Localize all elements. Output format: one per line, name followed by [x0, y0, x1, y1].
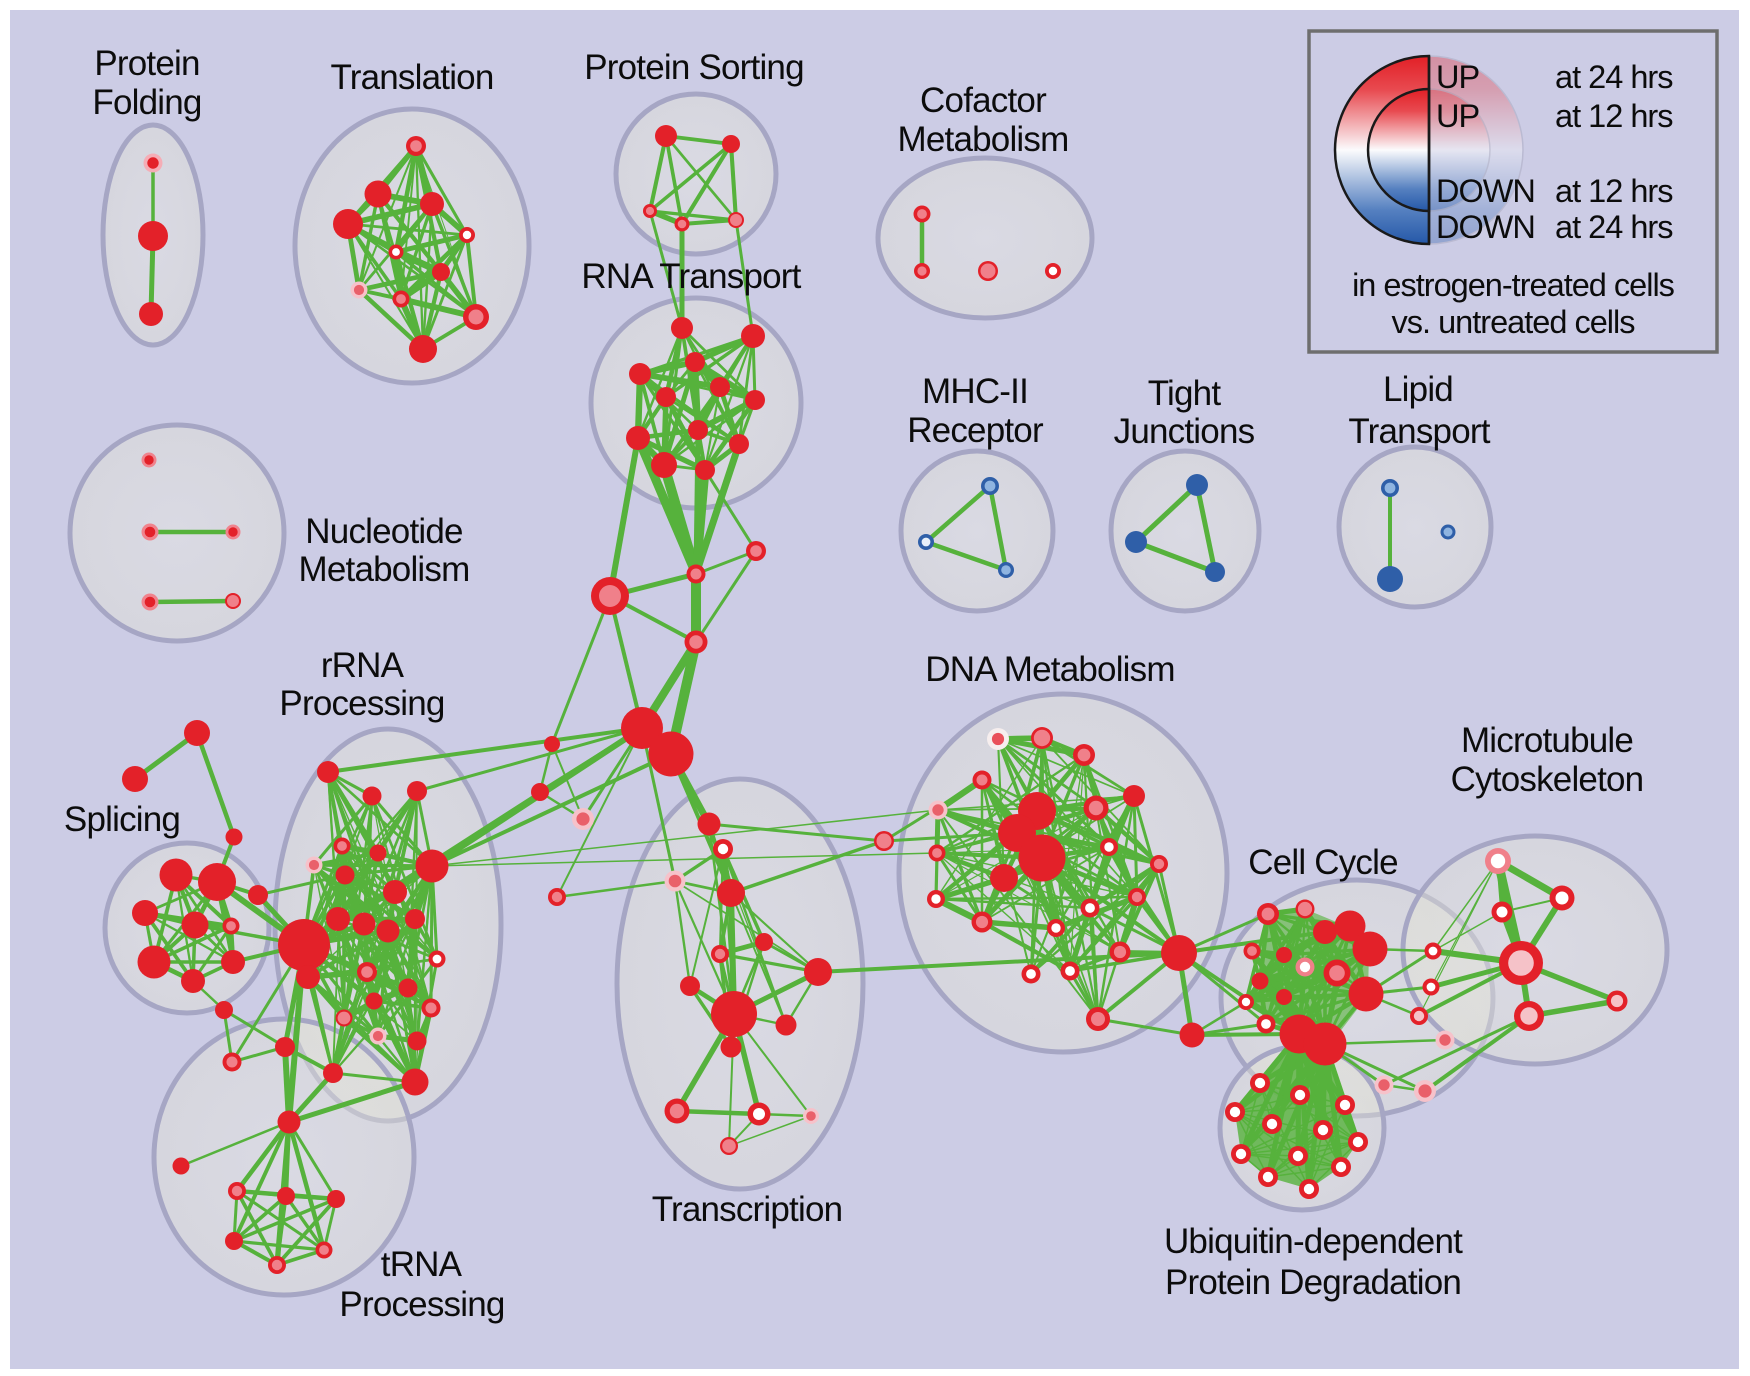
svg-text:Protein: Protein — [94, 44, 199, 83]
svg-text:Processing: Processing — [279, 684, 444, 723]
svg-text:UP: UP — [1436, 59, 1479, 95]
svg-text:Cofactor: Cofactor — [920, 81, 1047, 120]
svg-text:Ubiquitin-dependent: Ubiquitin-dependent — [1164, 1222, 1463, 1261]
svg-text:Microtubule: Microtubule — [1461, 721, 1633, 760]
svg-text:Receptor: Receptor — [907, 411, 1044, 450]
svg-text:Protein Sorting: Protein Sorting — [584, 48, 804, 87]
svg-text:Folding: Folding — [92, 83, 201, 122]
svg-text:DOWN: DOWN — [1436, 209, 1535, 245]
svg-text:Cytoskeleton: Cytoskeleton — [1451, 760, 1644, 799]
svg-text:vs. untreated cells: vs. untreated cells — [1392, 304, 1636, 340]
svg-text:Protein Degradation: Protein Degradation — [1165, 1263, 1461, 1302]
svg-text:Splicing: Splicing — [64, 800, 180, 839]
svg-text:UP: UP — [1436, 98, 1479, 134]
svg-text:at 12 hrs: at 12 hrs — [1555, 98, 1673, 134]
svg-text:tRNA: tRNA — [381, 1245, 463, 1284]
svg-text:at 12 hrs: at 12 hrs — [1555, 173, 1673, 209]
svg-text:rRNA: rRNA — [321, 646, 405, 685]
svg-text:Transcription: Transcription — [652, 1190, 843, 1229]
svg-text:Translation: Translation — [330, 58, 493, 97]
svg-text:at 24 hrs: at 24 hrs — [1555, 209, 1673, 245]
svg-text:Transport: Transport — [1348, 412, 1490, 451]
svg-text:Cell Cycle: Cell Cycle — [1248, 843, 1398, 882]
svg-text:RNA Transport: RNA Transport — [581, 257, 801, 296]
svg-text:Junctions: Junctions — [1114, 412, 1255, 451]
svg-text:DNA Metabolism: DNA Metabolism — [925, 650, 1174, 689]
svg-text:Metabolism: Metabolism — [898, 120, 1069, 159]
svg-text:in estrogen-treated cells: in estrogen-treated cells — [1352, 267, 1675, 303]
svg-text:Lipid: Lipid — [1383, 370, 1453, 409]
svg-text:at 24 hrs: at 24 hrs — [1555, 59, 1673, 95]
svg-text:Nucleotide: Nucleotide — [305, 512, 462, 551]
svg-text:DOWN: DOWN — [1436, 173, 1535, 209]
svg-text:MHC-II: MHC-II — [922, 372, 1028, 411]
svg-text:Processing: Processing — [339, 1285, 504, 1324]
svg-text:Tight: Tight — [1148, 374, 1222, 413]
svg-text:Metabolism: Metabolism — [299, 550, 470, 589]
